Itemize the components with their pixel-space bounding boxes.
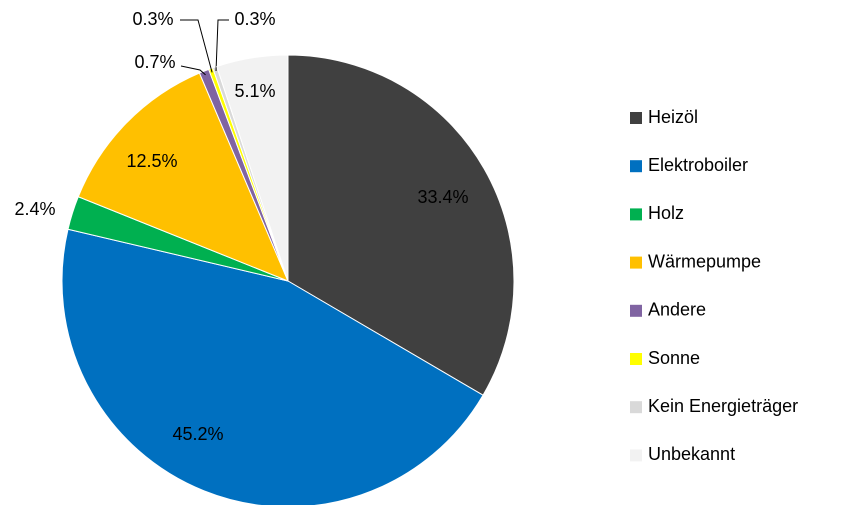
legend-label: Andere — [648, 300, 706, 320]
data-label: 0.7% — [134, 52, 175, 72]
legend-swatch — [630, 304, 642, 317]
data-label: 5.1% — [234, 81, 275, 101]
legend-swatch — [630, 401, 642, 414]
legend-swatch — [630, 449, 642, 462]
data-label: 0.3% — [234, 9, 275, 29]
legend-swatch — [630, 256, 642, 269]
legend-swatch — [630, 112, 642, 124]
leader-line — [180, 65, 206, 76]
legend-label: Wärmepumpe — [648, 251, 761, 271]
legend-label: Holz — [648, 203, 684, 223]
data-label: 0.3% — [132, 9, 173, 29]
data-label: 45.2% — [172, 424, 223, 444]
legend-swatch — [630, 353, 642, 365]
pie-slice — [77, 72, 289, 282]
legend-swatch — [630, 160, 642, 173]
data-label: 33.4% — [417, 187, 468, 207]
legend-label: Heizöl — [648, 107, 698, 127]
pie-slice — [216, 54, 289, 282]
pie-slice — [287, 54, 515, 396]
legend-label: Unbekannt — [648, 444, 735, 464]
legend-label: Sonne — [648, 348, 700, 368]
data-label: 12.5% — [126, 151, 177, 171]
pie-slice — [61, 228, 484, 505]
leader-line — [215, 19, 229, 72]
legend-label: Kein Energieträger — [648, 396, 798, 416]
legend-label: Elektroboiler — [648, 155, 748, 175]
legend-swatch — [630, 208, 642, 221]
leader-line — [180, 19, 213, 73]
data-label: 2.4% — [14, 199, 55, 219]
